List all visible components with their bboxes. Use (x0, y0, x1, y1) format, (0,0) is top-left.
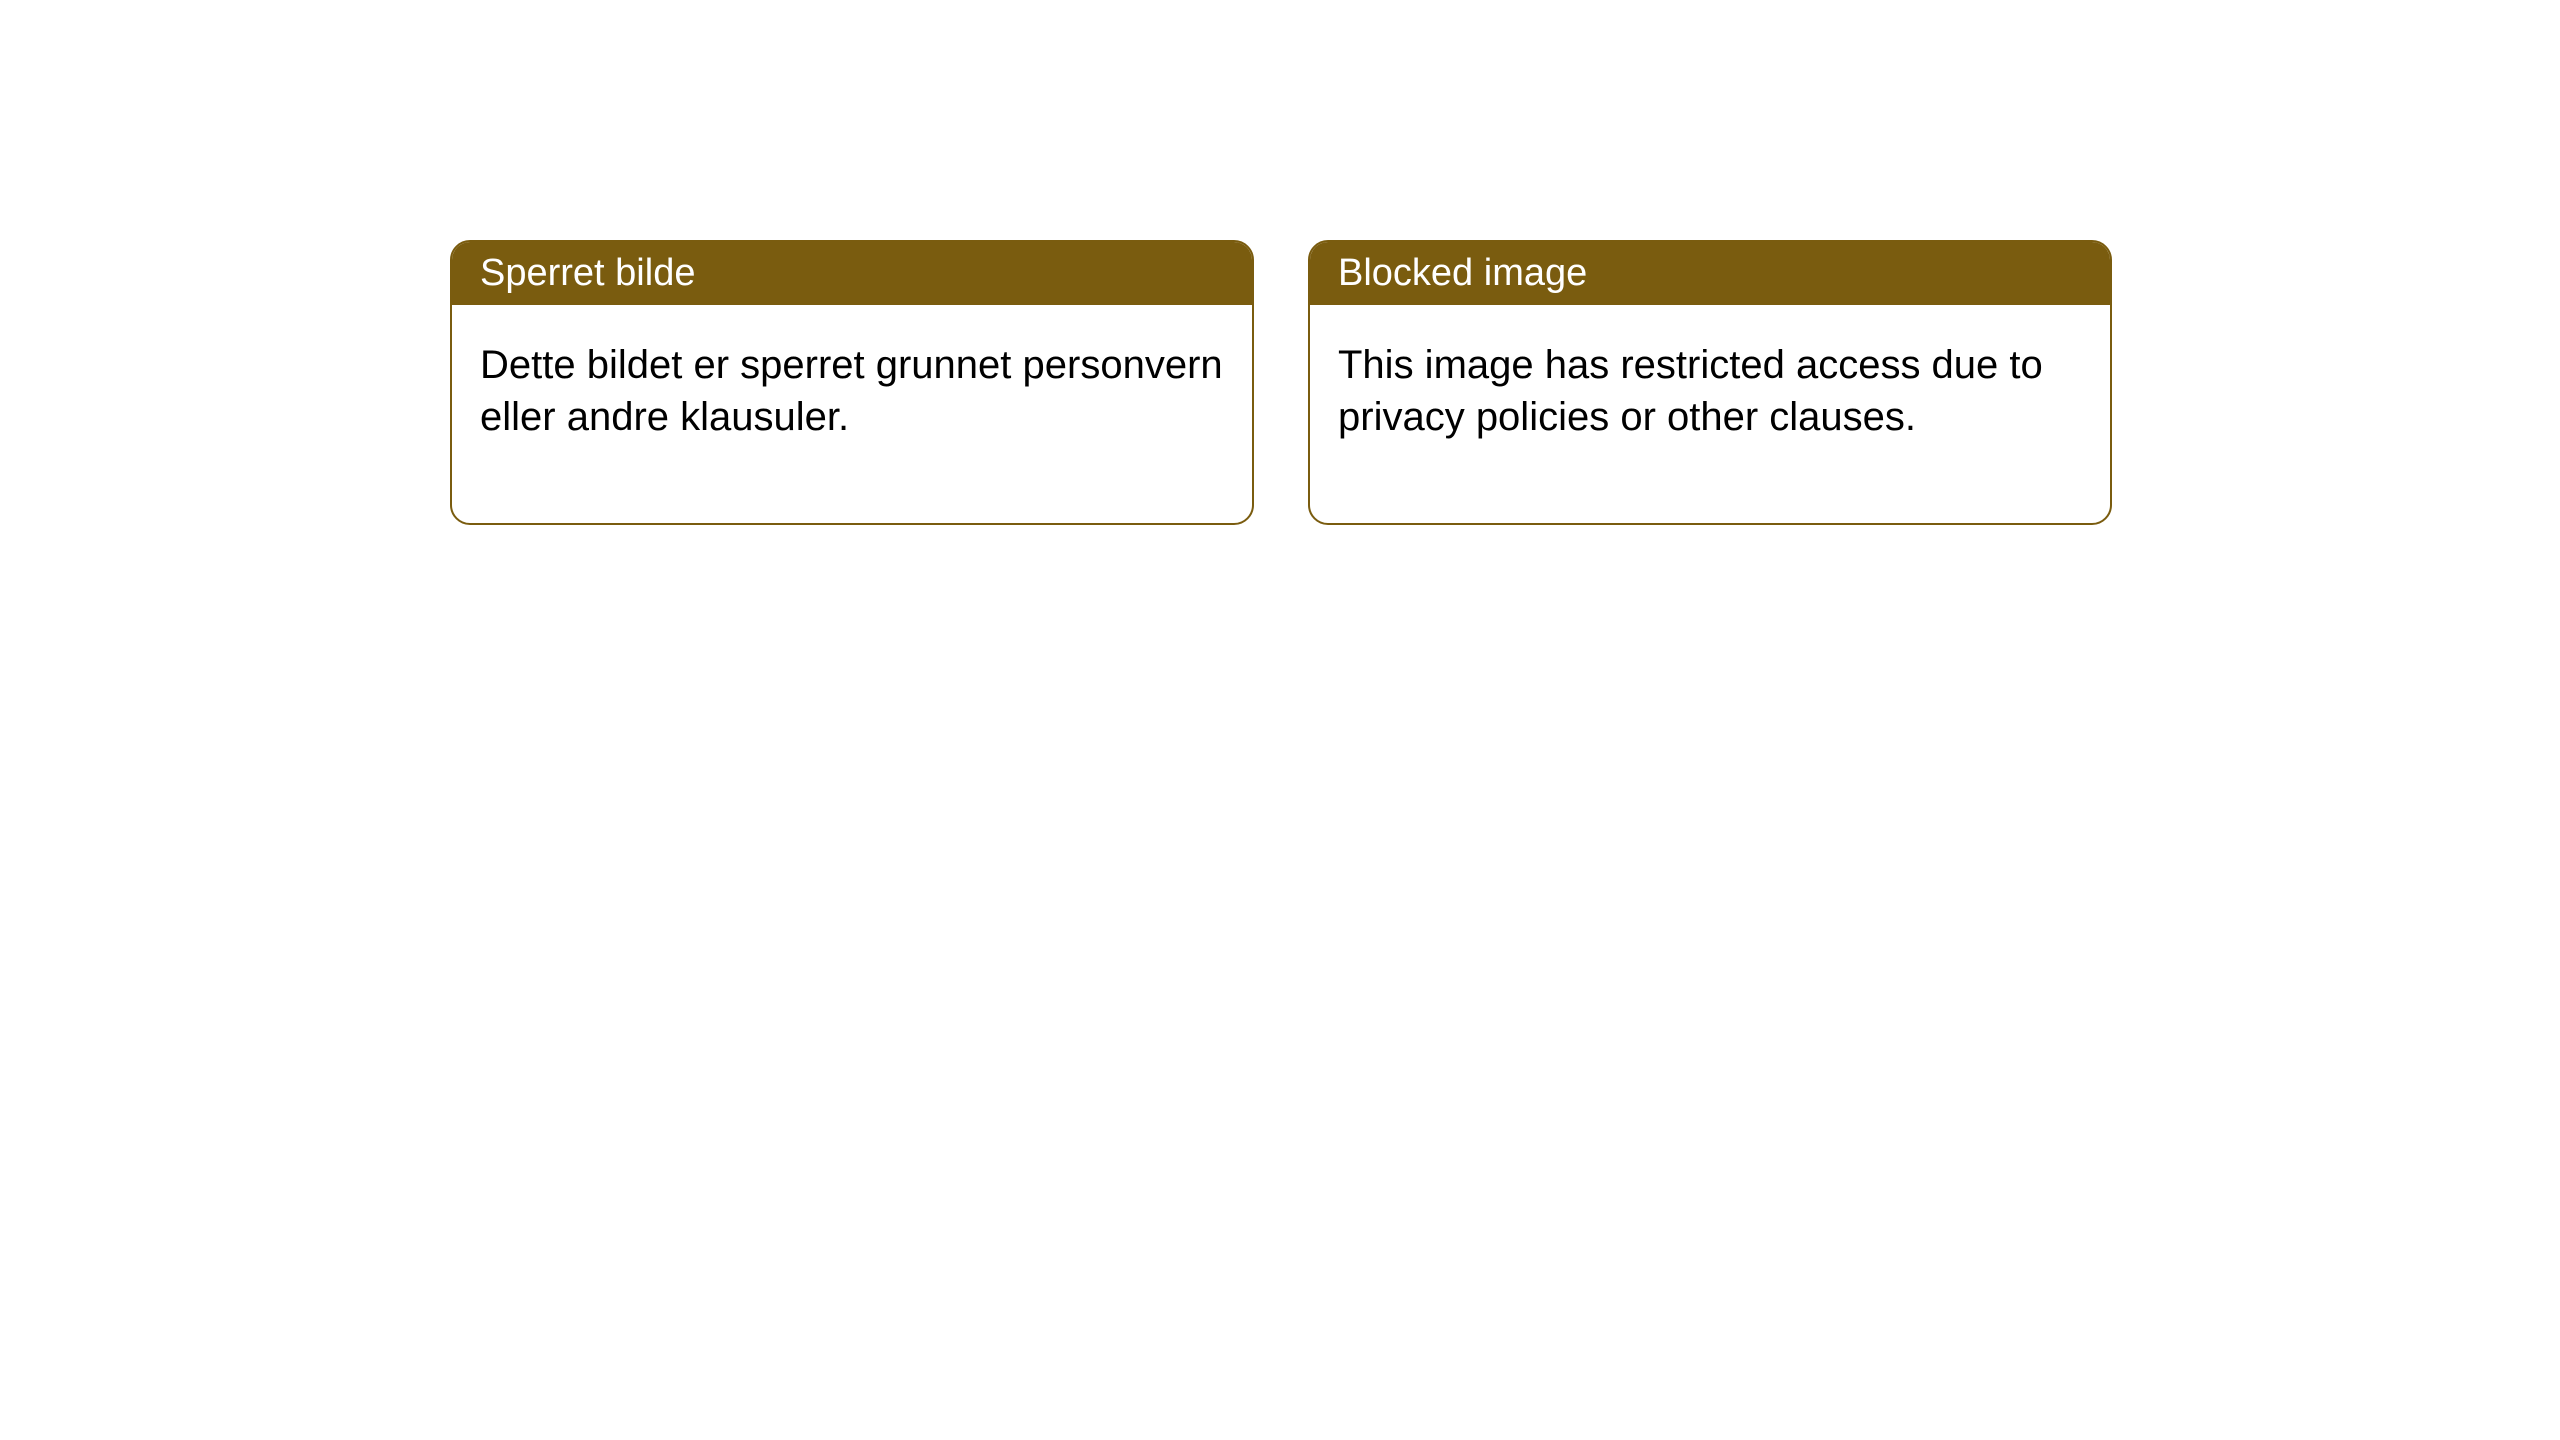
notice-body: Dette bildet er sperret grunnet personve… (452, 305, 1252, 523)
notice-card-english: Blocked image This image has restricted … (1308, 240, 2112, 525)
notice-header: Sperret bilde (452, 242, 1252, 305)
notice-container: Sperret bilde Dette bildet er sperret gr… (0, 0, 2560, 525)
notice-header: Blocked image (1310, 242, 2110, 305)
notice-card-norwegian: Sperret bilde Dette bildet er sperret gr… (450, 240, 1254, 525)
notice-body: This image has restricted access due to … (1310, 305, 2110, 523)
